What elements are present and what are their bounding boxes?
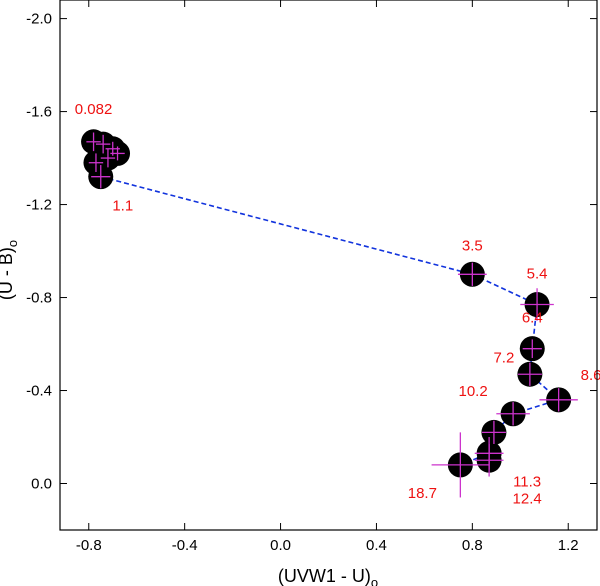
y-tick-label: 0.0 bbox=[31, 476, 52, 493]
data-label: 8.6 bbox=[581, 367, 600, 384]
data-label: 0.082 bbox=[75, 101, 113, 118]
x-tick-label: 0.8 bbox=[462, 537, 483, 554]
x-tick-label: -0.8 bbox=[76, 537, 102, 554]
x-axis-title: (UVW1 - U)o bbox=[278, 566, 378, 586]
y-ticks-group: -2.0 -1.6 -1.2 -0.8 -0.4 0.0 bbox=[26, 11, 597, 493]
error-bars-group bbox=[86, 132, 578, 498]
y-tick-label: -1.6 bbox=[26, 104, 52, 121]
data-label: 6.4 bbox=[522, 310, 543, 327]
y-axis-title: (U - B)o bbox=[0, 240, 20, 300]
y-tick-label: -0.4 bbox=[26, 383, 52, 400]
y-tick-label: -2.0 bbox=[26, 11, 52, 28]
x-tick-label: -0.4 bbox=[172, 537, 198, 554]
x-tick-label: 1.2 bbox=[558, 537, 579, 554]
data-label: 11.3 bbox=[513, 473, 541, 490]
data-label: 10.2 bbox=[458, 383, 487, 400]
plot-frame bbox=[59, 0, 598, 531]
data-label: 18.7 bbox=[408, 485, 437, 502]
data-labels-group: 0.082 1.1 3.5 5.4 6.4 7.2 8.6 10.2 11.312.4 18.7 bbox=[75, 101, 600, 507]
data-label: 1.1 bbox=[112, 198, 133, 215]
x-tick-label: 0.0 bbox=[270, 537, 291, 554]
y-tick-label: -1.2 bbox=[26, 197, 52, 214]
x-tick-label: 0.4 bbox=[366, 537, 387, 554]
data-label: 12.4 bbox=[513, 490, 542, 507]
x-ticks-group: -0.8 -0.4 0.0 0.4 0.8 1.2 bbox=[76, 0, 579, 554]
data-label: 7.2 bbox=[493, 349, 514, 366]
y-tick-label: -0.8 bbox=[26, 290, 52, 307]
markers-group bbox=[81, 129, 572, 478]
data-label: 3.5 bbox=[462, 237, 483, 254]
data-label: 5.4 bbox=[527, 266, 548, 283]
